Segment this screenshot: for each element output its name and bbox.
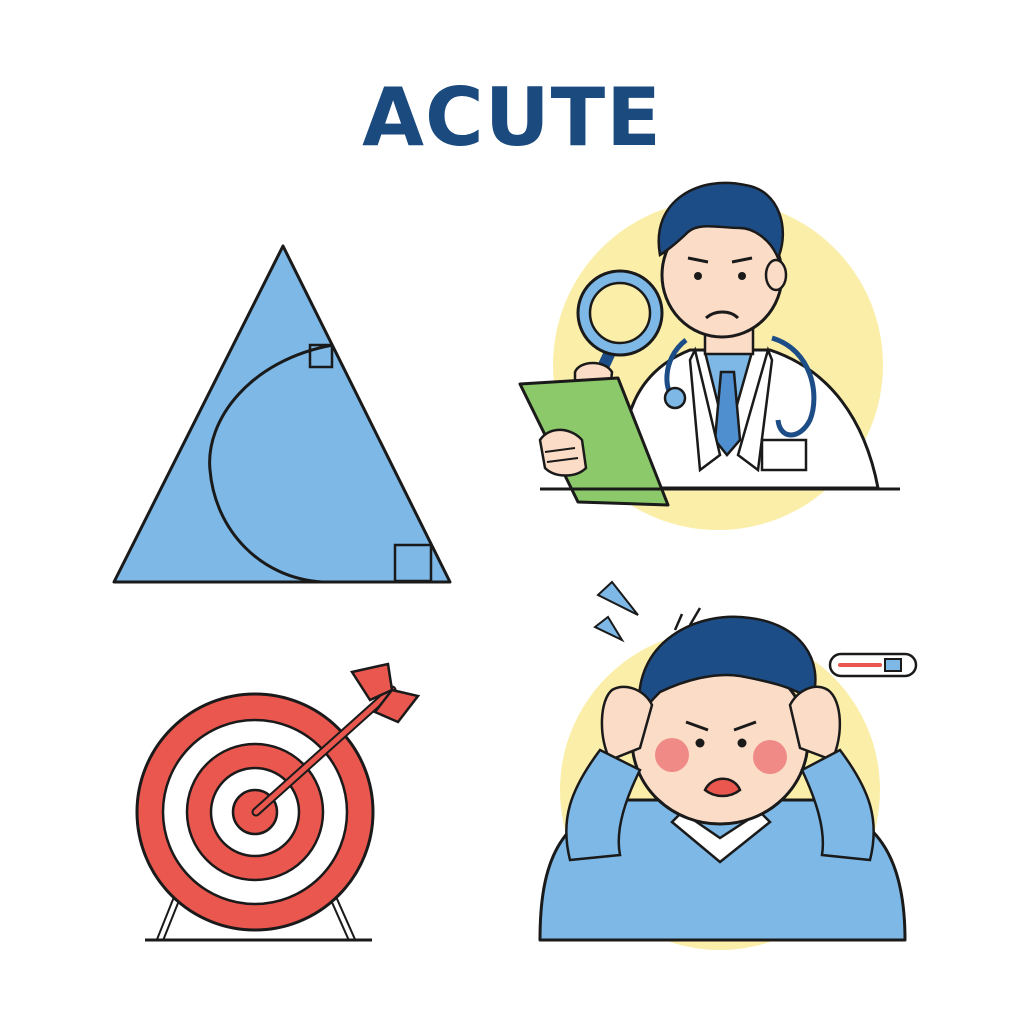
page-title: ACUTE — [362, 71, 662, 164]
sick-person-thermometer-icon — [538, 580, 918, 950]
doctor-magnifier-icon — [518, 181, 900, 530]
triangle-icon — [112, 244, 452, 584]
target-arrow-icon — [135, 662, 421, 942]
